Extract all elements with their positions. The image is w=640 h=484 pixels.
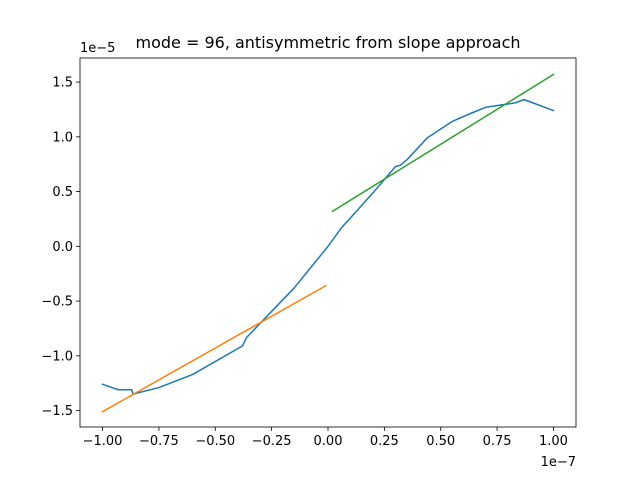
series-line-1	[101, 284, 327, 413]
y-tick-label: −1.5	[41, 404, 73, 419]
y-tick-label: 0.0	[52, 240, 73, 255]
series-line-2	[331, 73, 555, 213]
x-tick-label: −0.25	[252, 434, 292, 449]
x-tick-label: 1.00	[539, 434, 568, 449]
x-tick-label: −1.00	[83, 434, 123, 449]
x-tick-label: 0.25	[370, 434, 399, 449]
x-tick-label: −0.75	[139, 434, 179, 449]
y-tick-label: −1.0	[41, 349, 73, 364]
y-tick-label: 0.5	[52, 185, 73, 200]
y-axis-offset-label: 1e−5	[80, 41, 115, 56]
x-tick-label: 0.75	[483, 434, 512, 449]
x-tick-label: −0.50	[195, 434, 235, 449]
x-axis-offset-label: 1e−7	[541, 455, 576, 470]
chart-title: mode = 96, antisymmetric from slope appr…	[136, 33, 521, 52]
y-tick-label: 1.0	[52, 130, 73, 145]
y-tick-label: 1.5	[52, 76, 73, 91]
y-tick-label: −0.5	[41, 295, 73, 310]
plot-frame	[79, 57, 577, 428]
x-tick-label: 0.00	[314, 434, 343, 449]
x-tick-label: 0.50	[426, 434, 455, 449]
series-line-0	[101, 98, 555, 395]
plot-area: −1.00 −0.75 −0.50 −0.25 0.00 0.25 0.50 0.75 1.00…	[41, 57, 577, 449]
